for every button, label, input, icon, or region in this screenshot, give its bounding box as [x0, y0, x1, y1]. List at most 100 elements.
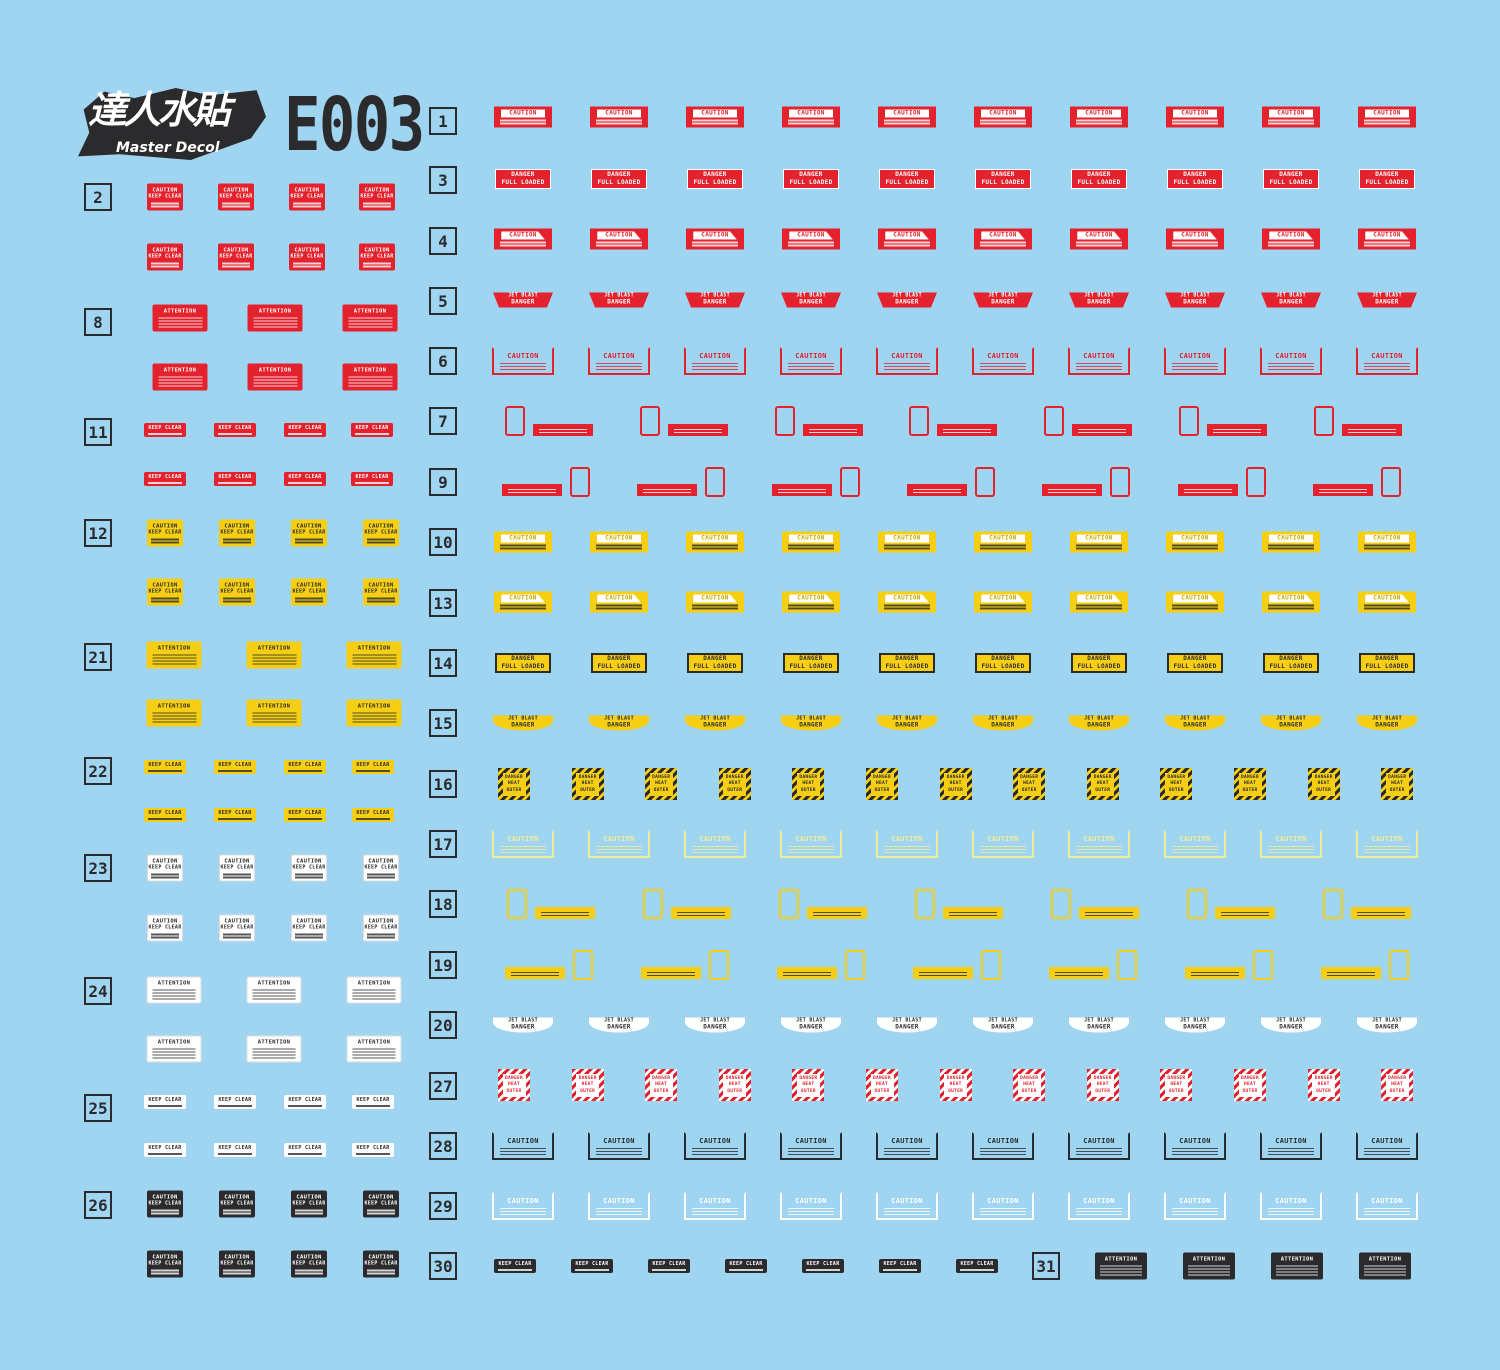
fine-print-line — [223, 936, 251, 939]
decal-text: KEEP CLEAR — [148, 809, 182, 816]
group-number-label: 3 — [429, 166, 457, 194]
attention-decal: ATTENTION — [346, 699, 402, 727]
decal-text: HEAT — [1317, 781, 1330, 787]
danger-full-loaded-decal: DANGER FULL LOADED — [1263, 653, 1319, 673]
fine-print-line — [1327, 974, 1375, 976]
decal-text: CAUTION — [1275, 1197, 1307, 1206]
decal-text: KEEP CLEAR — [148, 1260, 182, 1267]
decal-text: KEEP CLEAR — [360, 193, 394, 200]
danger-full-loaded-decal: DANGER FULL LOADED — [783, 653, 839, 673]
bracket-frame-decal — [1187, 889, 1207, 919]
fine-print-line — [647, 974, 695, 976]
jet-blast-decal: JET BLAST DANGER — [877, 715, 937, 731]
decal-text: CAUTION — [891, 1137, 923, 1146]
group-number-label: 1 — [429, 107, 457, 135]
fine-print-line — [919, 974, 967, 976]
fine-print-line — [366, 538, 396, 541]
fine-print-line — [148, 770, 182, 772]
hazard-label: DANGER HEAT OUTER — [1017, 772, 1041, 796]
decal-text: CAUTION — [1373, 594, 1401, 602]
fine-print-line — [883, 362, 931, 365]
fine-print-line — [1075, 1210, 1123, 1213]
master-decal-logo: 達人水貼 Master Decol — [78, 88, 266, 160]
caution-frame-decal: CAUTION — [1356, 830, 1418, 858]
fine-print-line — [1276, 1271, 1318, 1273]
fine-print-line — [352, 1054, 396, 1056]
caution-frame-decal: CAUTION — [780, 347, 842, 375]
decal-text: FULL LOADED — [885, 662, 929, 670]
jet-blast-decal: JET BLAST DANGER — [1165, 1017, 1225, 1033]
fine-print-line — [1318, 491, 1367, 493]
fine-print-line — [883, 1153, 931, 1156]
decal-text: DANGER — [1314, 775, 1333, 781]
keep-clear-decal: KEEP CLEAR — [144, 1095, 186, 1109]
decal-text: CAUTION — [603, 1137, 635, 1146]
caution-keep-clear-decal: CAUTION KEEP CLEAR — [359, 243, 395, 271]
decal-text: ATTENTION — [157, 1039, 191, 1046]
decal-text: KEEP CLEAR — [292, 1260, 326, 1267]
caution-decal: CAUTION — [1166, 531, 1224, 553]
hazard-label: DANGER HEAT OUTER — [796, 1073, 820, 1097]
decal-text: JET BLAST — [1276, 715, 1306, 722]
caution-strip: CAUTION — [981, 594, 1025, 603]
bracket-frame-decal — [909, 406, 930, 436]
fine-print-line — [352, 718, 396, 720]
caution-decal: CAUTION — [1166, 591, 1224, 613]
fine-print-line — [883, 544, 931, 547]
fine-print-line — [1364, 1274, 1406, 1276]
decal-text: OUTER — [580, 1088, 596, 1094]
caution-strip: CAUTION — [597, 594, 641, 603]
fine-print-line — [677, 914, 725, 916]
decal-text: DANGER — [1183, 721, 1207, 729]
fine-print-line — [222, 1269, 252, 1272]
fine-print-line — [1267, 362, 1315, 365]
decal-text: ATTENTION — [157, 645, 191, 652]
decal-text: CAUTION — [795, 352, 827, 361]
fine-print-line — [362, 202, 392, 205]
caution-frame-decal: CAUTION — [1164, 347, 1226, 375]
danger-heat-outer-decal: DANGER HEAT OUTER — [498, 768, 530, 800]
group-number-label: 14 — [429, 649, 457, 677]
decal-text: JET BLAST — [796, 715, 826, 722]
fine-print-line — [1357, 914, 1405, 916]
fine-print-line — [691, 547, 739, 550]
fine-print-line — [1171, 544, 1219, 547]
fine-print-line — [787, 365, 835, 368]
caution-frame-decal: CAUTION — [1164, 1132, 1226, 1160]
group-number-label: 29 — [429, 1192, 457, 1220]
caution-strip: CAUTION — [501, 231, 545, 240]
caution-keep-clear-decal: CAUTION KEEP CLEAR — [363, 578, 399, 606]
keep-clear-decal: KEEP CLEAR — [284, 760, 326, 774]
decal-text: JET BLAST — [700, 1017, 730, 1024]
fine-print-line — [883, 848, 931, 851]
fine-print-line — [152, 718, 196, 720]
caution-strip: CAUTION — [885, 594, 929, 603]
decal-text: JET BLAST — [988, 1017, 1018, 1024]
fine-print-line — [1267, 1210, 1315, 1213]
fine-print-line — [691, 848, 739, 851]
fine-print-line — [1188, 1274, 1230, 1276]
fine-print-line — [595, 365, 643, 368]
decal-text: HEAT — [1096, 1082, 1109, 1088]
danger-full-loaded-decal: DANGER FULL LOADED — [1071, 653, 1127, 673]
fine-print-line — [150, 205, 180, 208]
fine-print-line — [1171, 1207, 1219, 1210]
caution-keep-clear-decal: CAUTION KEEP CLEAR — [291, 914, 327, 942]
jet-blast-decal: JET BLAST DANGER — [1261, 1017, 1321, 1033]
decal-text: KEEP CLEAR — [355, 473, 389, 480]
danger-full-loaded-decal: DANGER FULL LOADED — [1071, 169, 1127, 189]
keep-clear-decal: KEEP CLEAR — [352, 808, 394, 822]
keep-clear-decal: KEEP CLEAR — [284, 423, 326, 437]
decal-text: ATTENTION — [257, 703, 291, 710]
decal-text: CAUTION — [224, 582, 250, 589]
bracket-frame-decal — [915, 889, 935, 919]
decal-text: CAUTION — [701, 534, 729, 542]
decal-text: KEEP CLEAR — [292, 529, 326, 536]
decal-text: OUTER — [874, 1088, 890, 1094]
fine-print-line — [352, 721, 396, 723]
decal-text: CAUTION — [224, 1254, 250, 1261]
danger-heat-outer-decal: DANGER HEAT OUTER — [792, 768, 825, 800]
fine-print-line — [883, 241, 931, 244]
decal-text: CAUTION — [701, 594, 729, 602]
decal-text: CAUTION — [368, 523, 394, 530]
